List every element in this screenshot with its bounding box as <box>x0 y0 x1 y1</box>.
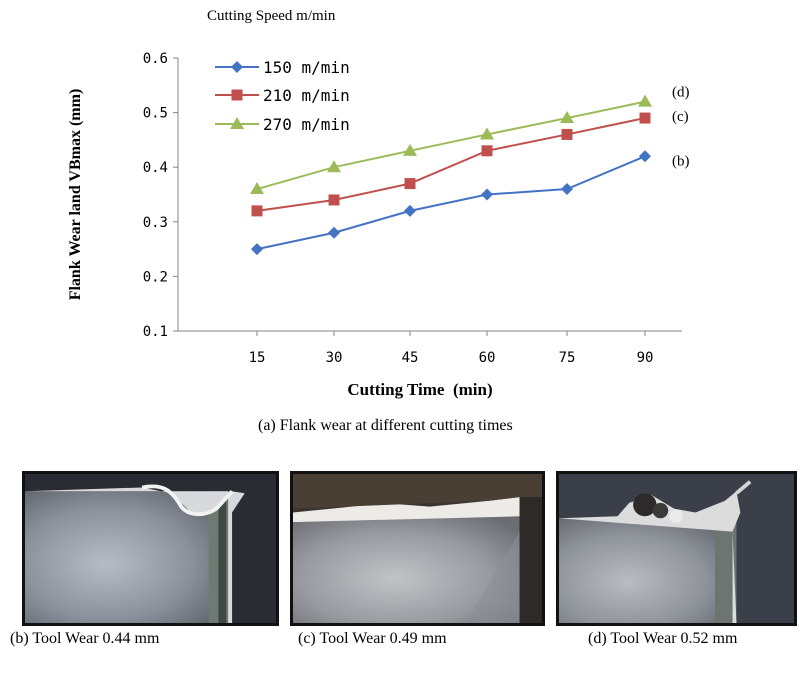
data-point-diamond <box>404 204 416 217</box>
legend-entry-label: 150 m/min <box>263 58 350 77</box>
data-point-diamond <box>639 150 651 163</box>
axes: 0.1 0.2 0.3 0.4 0.5 0.6 15 30 45 60 75 90 <box>143 51 682 366</box>
data-point-square <box>404 178 416 190</box>
data-point-square <box>561 128 573 140</box>
y-tick-label: 0.5 <box>143 106 168 122</box>
tool-wear-photo-c <box>290 471 545 626</box>
series-0: (b) <box>251 150 690 256</box>
y-tick-label: 0.3 <box>143 215 168 231</box>
data-point-triangle <box>327 160 341 173</box>
legend: 150 m/min 210 m/min 270 m/min <box>215 58 350 134</box>
data-point-diamond <box>561 183 573 196</box>
data-point-triangle <box>403 143 417 156</box>
tool-wear-photo-b <box>22 471 279 626</box>
series-layer: (b) (c) (d) <box>250 85 690 256</box>
series-line <box>256 155 646 251</box>
x-tick-label: 75 <box>559 350 576 366</box>
series-end-label: (c) <box>672 109 689 125</box>
series-2: (d) <box>250 85 690 195</box>
data-point-triangle <box>480 127 494 140</box>
data-point-square <box>231 89 243 101</box>
y-tick-label: 0.4 <box>143 160 168 176</box>
y-tick-label: 0.6 <box>143 51 168 67</box>
series-line <box>256 117 646 212</box>
x-tick-label: 90 <box>637 350 654 366</box>
data-point-diamond <box>328 226 340 239</box>
x-tick-label: 15 <box>249 350 266 366</box>
series-1: (c) <box>251 109 689 217</box>
x-axis-label: Cutting Time (min) <box>347 380 492 399</box>
photo-c-caption: (c) Tool Wear 0.49 mm <box>298 630 447 647</box>
data-point-triangle <box>560 111 574 124</box>
x-tick-label: 45 <box>402 350 419 366</box>
series-end-label: (d) <box>672 85 690 101</box>
data-point-triangle <box>638 94 652 107</box>
flank-wear-chart: 0.1 0.2 0.3 0.4 0.5 0.6 15 30 45 60 75 90 (b) (c) (d)… <box>67 51 690 399</box>
data-point-diamond <box>251 243 263 256</box>
legend-entry-label: 210 m/min <box>263 86 350 105</box>
series-line <box>256 100 646 191</box>
photo-d-caption: (d) Tool Wear 0.52 mm <box>588 630 738 647</box>
legend-title: Cutting Speed m/min <box>207 8 336 24</box>
y-tick-label: 0.1 <box>143 324 168 340</box>
data-point-square <box>639 112 651 124</box>
legend-entry-label: 270 m/min <box>263 115 350 134</box>
chart-caption: (a) Flank wear at different cutting time… <box>258 417 513 434</box>
x-tick-label: 30 <box>326 350 343 366</box>
data-point-square <box>481 145 493 157</box>
y-tick-label: 0.2 <box>143 269 168 285</box>
data-point-diamond <box>231 61 243 73</box>
photo-b-caption: (b) Tool Wear 0.44 mm <box>10 630 160 647</box>
data-point-triangle <box>230 117 244 129</box>
tool-wear-photo-d <box>556 471 797 626</box>
y-axis-label: Flank Wear land VBmax (mm) <box>67 89 84 301</box>
data-point-triangle <box>250 182 264 195</box>
data-point-diamond <box>481 188 493 201</box>
data-point-square <box>328 194 340 206</box>
x-tick-label: 60 <box>479 350 496 366</box>
data-point-square <box>251 205 263 217</box>
series-end-label: (b) <box>672 153 690 169</box>
